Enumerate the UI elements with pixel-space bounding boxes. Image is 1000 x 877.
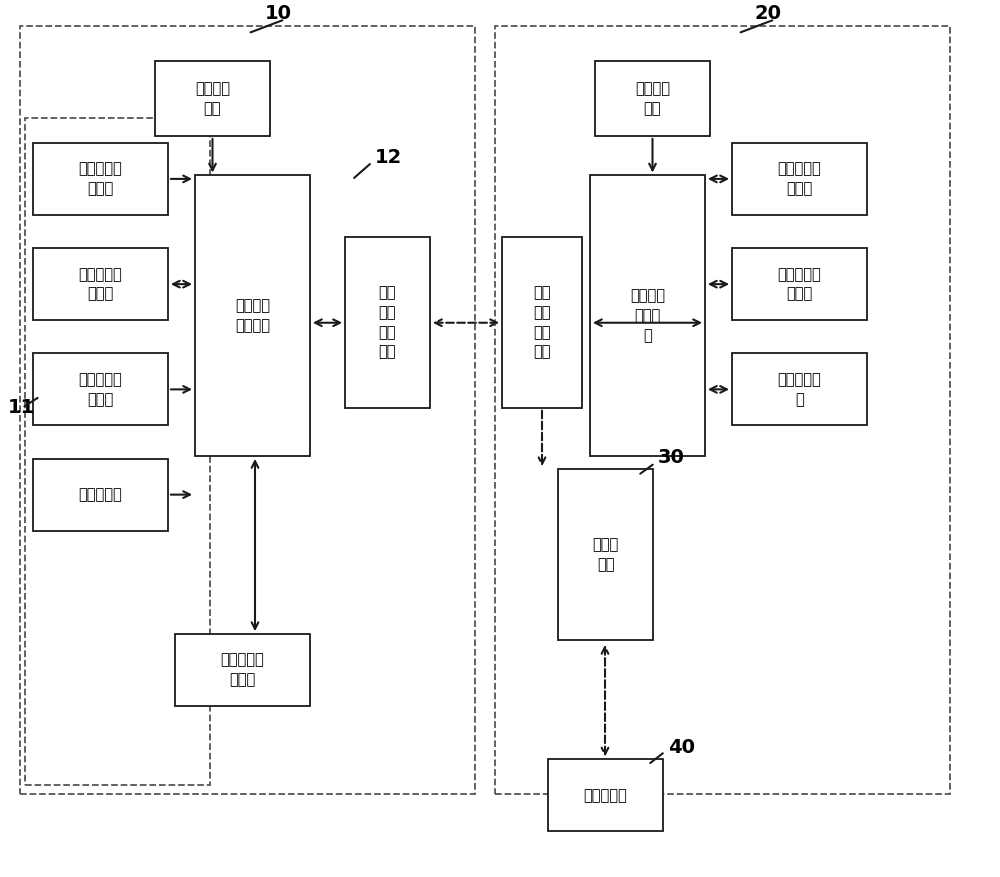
- Bar: [155, 61, 270, 136]
- Bar: [33, 143, 168, 215]
- Bar: [20, 26, 475, 794]
- Bar: [495, 26, 950, 794]
- Bar: [732, 353, 867, 425]
- Text: 11: 11: [8, 398, 35, 417]
- Text: 12: 12: [375, 148, 402, 168]
- Text: 云端服
务器: 云端服 务器: [592, 538, 619, 572]
- Text: 第二
无线
传输
模块: 第二 无线 传输 模块: [533, 285, 551, 360]
- Bar: [732, 248, 867, 320]
- Text: 视觉传感器: 视觉传感器: [79, 487, 122, 503]
- Text: 第二身份识
别模块: 第二身份识 别模块: [778, 267, 821, 302]
- Bar: [595, 61, 710, 136]
- Text: 20: 20: [755, 4, 782, 23]
- Bar: [195, 175, 310, 456]
- Text: 尿液分析模
块: 尿液分析模 块: [778, 372, 821, 407]
- Bar: [25, 118, 210, 785]
- Bar: [548, 759, 663, 831]
- Text: 尿液自动收
集装置: 尿液自动收 集装置: [79, 267, 122, 302]
- Text: 10: 10: [265, 4, 292, 23]
- Text: 第一
无线
传输
模块: 第一 无线 传输 模块: [379, 285, 396, 360]
- Bar: [345, 237, 430, 408]
- Text: 试纸自动投
放装置: 试纸自动投 放装置: [79, 372, 122, 407]
- Text: 第一供电
模块: 第一供电 模块: [195, 82, 230, 116]
- Text: 第一身份识
别模块: 第一身份识 别模块: [79, 161, 122, 196]
- Text: 第一嵌入
式控制器: 第一嵌入 式控制器: [235, 298, 270, 333]
- Bar: [590, 175, 705, 456]
- Bar: [33, 459, 168, 531]
- Text: 手机客户端: 手机客户端: [584, 788, 627, 803]
- Text: 第二嵌入
式控制
器: 第二嵌入 式控制 器: [630, 289, 665, 343]
- Text: 30: 30: [658, 448, 685, 467]
- Text: 第二人机交
互模块: 第二人机交 互模块: [778, 161, 821, 196]
- Bar: [175, 634, 310, 706]
- Text: 第一人机交
互模块: 第一人机交 互模块: [221, 652, 264, 688]
- Bar: [558, 469, 653, 640]
- Text: 40: 40: [668, 738, 695, 757]
- Bar: [33, 248, 168, 320]
- Bar: [732, 143, 867, 215]
- Bar: [502, 237, 582, 408]
- Bar: [33, 353, 168, 425]
- Text: 第二供电
模块: 第二供电 模块: [635, 82, 670, 116]
